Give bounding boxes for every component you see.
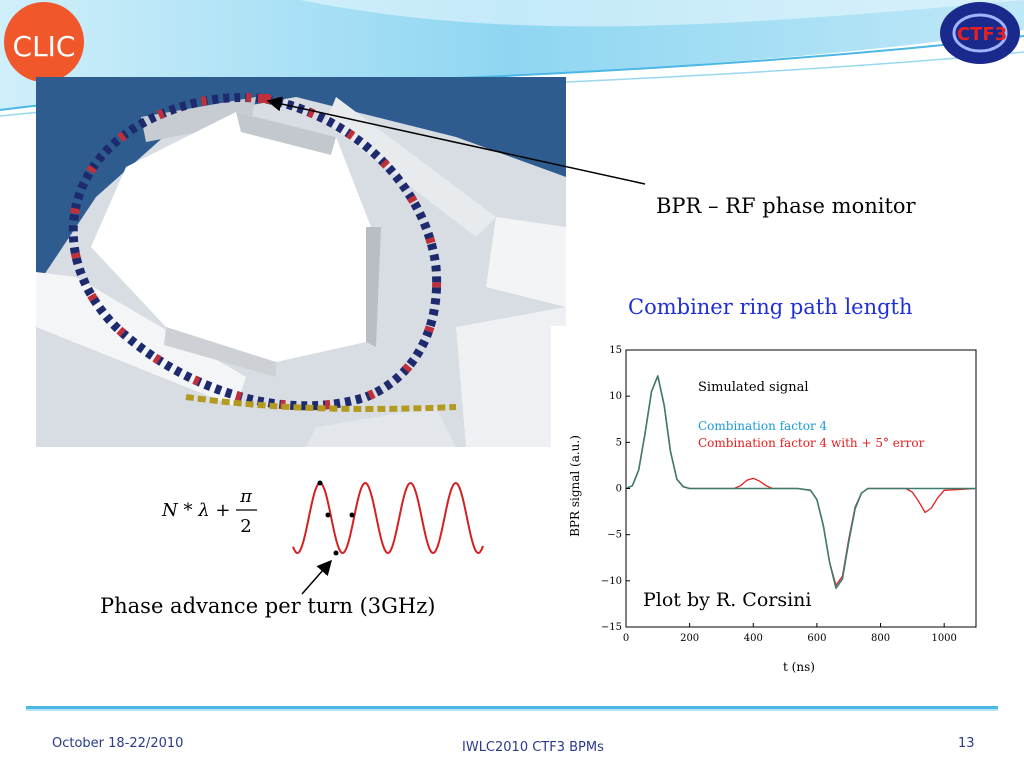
clic-logo: CLIC (4, 2, 84, 82)
footer-date: October 18-22/2010 (52, 736, 184, 751)
sine-wave-illustration (292, 480, 484, 556)
x-tick-label: 600 (807, 633, 826, 644)
phase-formula: N * λ + π 2 (161, 486, 257, 537)
plot-ticks: 0 200 400 600 800 1000 15 10 5 0 −5 −10 −15 (601, 345, 957, 644)
formula-numerator: π (239, 486, 253, 507)
bpr-label: BPR – RF phase monitor (656, 194, 916, 218)
series-line-1 (625, 375, 976, 590)
y-tick-label: 15 (609, 345, 622, 356)
x-axis-label: t (ns) (783, 660, 815, 674)
phase-arrow (301, 559, 332, 595)
x-tick-label: 1000 (931, 633, 956, 644)
ctf3-logo: CTF3 (940, 2, 1020, 64)
svg-text:CTF3: CTF3 (957, 24, 1007, 45)
x-tick-label: 800 (871, 633, 890, 644)
y-tick-label: −10 (601, 576, 622, 587)
y-tick-label: −5 (607, 530, 622, 541)
legend-simulated: Simulated signal (698, 380, 808, 395)
svg-text:CLIC: CLIC (13, 30, 76, 63)
footer-conference: IWLC2010 CTF3 BPMs (462, 740, 604, 755)
plot-series (625, 375, 977, 590)
page-number: 13 (958, 736, 975, 751)
sine-wave (292, 481, 484, 555)
plot-credit: Plot by R. Corsini (643, 589, 812, 611)
combiner-ring-title: Combiner ring path length (628, 295, 913, 319)
y-tick-label: 10 (609, 391, 622, 402)
y-axis-label: BPR signal (a.u.) (568, 435, 582, 537)
phase-dot (317, 480, 323, 486)
formula-denominator: 2 (240, 516, 251, 537)
phase-dot (333, 550, 339, 556)
y-tick-label: 0 (616, 484, 622, 495)
phase-advance-label: Phase advance per turn (3GHz) (100, 594, 436, 618)
footer-divider (26, 706, 998, 711)
phase-dot (349, 512, 355, 518)
legend-factor4: Combination factor 4 (698, 419, 828, 433)
legend-factor4-error: Combination factor 4 with + 5° error (698, 436, 925, 450)
x-tick-label: 200 (680, 633, 699, 644)
y-tick-label: 5 (616, 437, 622, 448)
formula-lhs: N * λ + (161, 500, 230, 521)
phase-dot (325, 512, 331, 518)
y-tick-label: −15 (601, 622, 622, 633)
x-tick-label: 0 (623, 633, 629, 644)
combiner-ring-illustration (36, 77, 566, 447)
bpr-signal-chart: 0 200 400 600 800 1000 15 10 5 0 −5 −10 −15 BPR sign… (568, 345, 977, 674)
x-tick-label: 400 (744, 633, 763, 644)
